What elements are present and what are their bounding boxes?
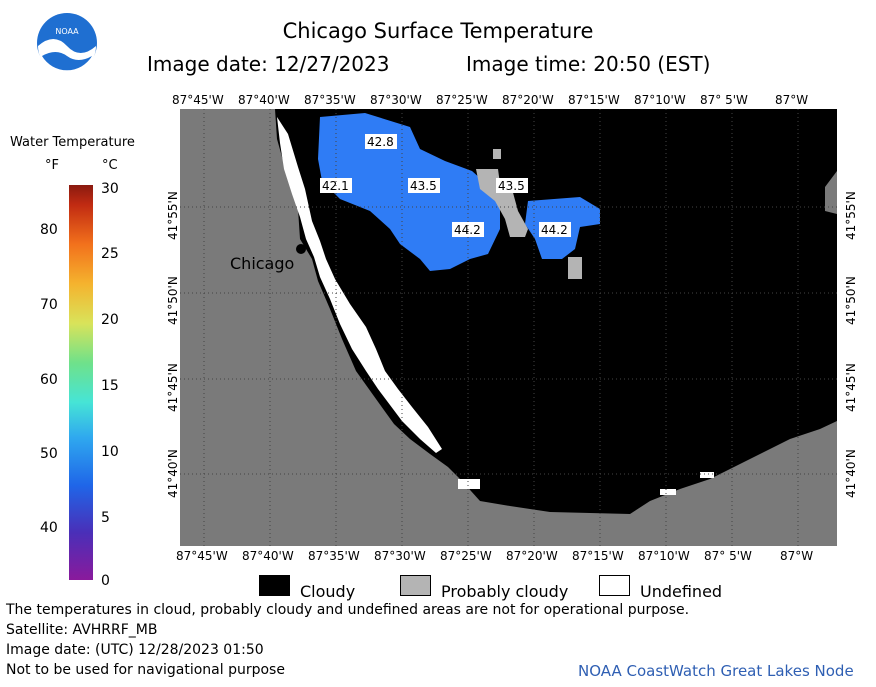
temp-label: 44.2: [541, 223, 568, 237]
lon-label: 87°15'W: [568, 93, 620, 107]
f-label: 40: [40, 520, 58, 536]
c-label: 0: [101, 573, 110, 589]
lon-label: 87°10'W: [634, 93, 686, 107]
lon-label: 87°30'W: [374, 549, 426, 563]
temp-label: 42.1: [322, 179, 349, 193]
probably-cloudy-area: [493, 149, 501, 159]
legend-label-undefined: Undefined: [640, 582, 723, 601]
unit-f: °F: [45, 158, 59, 173]
chicago-label: Chicago: [230, 254, 294, 273]
probably-cloudy-area: [568, 257, 582, 279]
c-label: 30: [101, 181, 119, 197]
probably-cloudy-area: [476, 169, 528, 237]
c-label: 15: [101, 378, 119, 394]
lat-label: 41°55'N: [844, 191, 858, 240]
lat-label: 41°40'N: [166, 449, 180, 498]
lon-label: 87°W: [780, 549, 814, 563]
legend-swatch-cloudy: [259, 575, 290, 596]
lon-label: 87°30'W: [370, 93, 422, 107]
f-label: 60: [40, 372, 58, 388]
lat-label: 41°40'N: [844, 449, 858, 498]
lon-label: 87°35'W: [308, 549, 360, 563]
legend-swatch-undefined: [599, 575, 630, 596]
f-label: 70: [40, 297, 58, 313]
footer-navigation: Not to be used for navigational purpose: [6, 662, 285, 678]
footer-node: NOAA CoastWatch Great Lakes Node: [578, 662, 854, 680]
chart-title: Chicago Surface Temperature: [282, 19, 594, 43]
lon-label: 87°10'W: [638, 549, 690, 563]
unit-c: °C: [102, 158, 118, 173]
lon-label: 87°25'W: [440, 549, 492, 563]
temperature-map: Chicago 42.8 42.1 43.5 43.5 44.2 44.2: [180, 109, 837, 546]
lat-label: 41°55'N: [166, 191, 180, 240]
undefined-area: [660, 489, 676, 495]
c-label: 10: [101, 444, 119, 460]
logo-text: NOAA: [55, 27, 79, 36]
lon-label: 87°15'W: [572, 549, 624, 563]
footer-utc-date: Image date: (UTC) 12/28/2023 01:50: [6, 642, 264, 658]
lat-label: 41°45'N: [844, 363, 858, 412]
image-date: Image date: 12/27/2023: [147, 52, 390, 76]
lat-label: 41°50'N: [844, 276, 858, 325]
lon-label: 87°40'W: [238, 93, 290, 107]
land-area-east: [825, 171, 837, 214]
chicago-marker: [296, 244, 306, 254]
colorbar: [69, 185, 93, 580]
lon-label: 87°40'W: [242, 549, 294, 563]
c-label: 20: [101, 312, 119, 328]
lon-label: 87°25'W: [436, 93, 488, 107]
graticule: [180, 109, 837, 546]
lon-label: 87°20'W: [506, 549, 558, 563]
temp-label: 42.8: [367, 135, 394, 149]
lon-label: 87°35'W: [304, 93, 356, 107]
c-label: 5: [101, 510, 110, 526]
land-area: [180, 109, 837, 546]
legend-label-cloudy: Cloudy: [300, 582, 356, 601]
noaa-logo: NOAA: [37, 13, 97, 74]
f-label: 50: [40, 446, 58, 462]
undefined-area: [700, 472, 714, 478]
lon-label: 87° 5'W: [704, 549, 752, 563]
footer-satellite: Satellite: AVHRRF_MB: [6, 622, 158, 638]
footer-note: The temperatures in cloud, probably clou…: [6, 602, 690, 618]
c-label: 25: [101, 246, 119, 262]
lon-label: 87° 5'W: [700, 93, 748, 107]
legend-label-probably-cloudy: Probably cloudy: [441, 582, 569, 601]
lon-label: 87°20'W: [502, 93, 554, 107]
temp-label: 43.5: [498, 179, 525, 193]
temp-label: 43.5: [410, 179, 437, 193]
lat-label: 41°50'N: [166, 276, 180, 325]
f-label: 80: [40, 222, 58, 238]
lon-label: 87°45'W: [172, 93, 224, 107]
undefined-area: [458, 479, 480, 489]
lon-label: 87°W: [775, 93, 809, 107]
legend-swatch-probably-cloudy: [400, 575, 431, 596]
lon-label: 87°45'W: [176, 549, 228, 563]
lat-label: 41°45'N: [166, 363, 180, 412]
colorbar-title: Water Temperature: [10, 135, 135, 150]
image-time: Image time: 20:50 (EST): [466, 52, 711, 76]
temp-label: 44.2: [454, 223, 481, 237]
